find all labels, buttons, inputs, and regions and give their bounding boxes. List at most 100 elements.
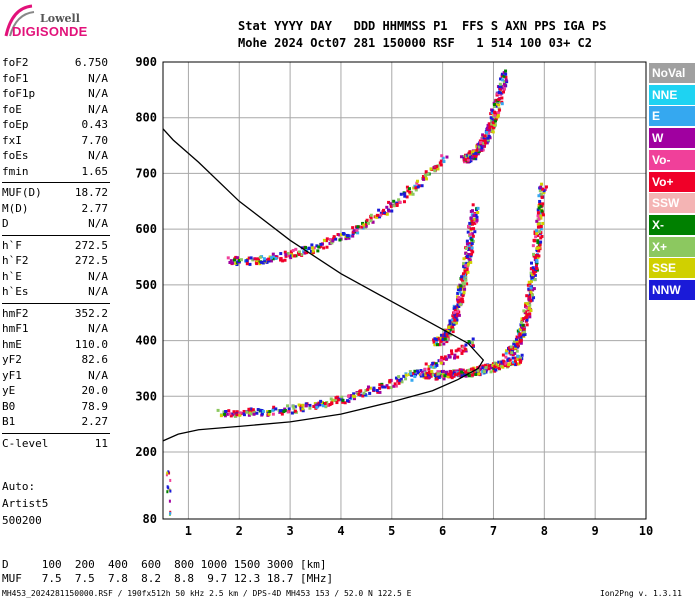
echo-point bbox=[274, 407, 278, 411]
echo-point bbox=[429, 167, 433, 171]
echo-point bbox=[346, 394, 350, 398]
echo-point bbox=[364, 224, 368, 228]
echo-point bbox=[430, 363, 434, 367]
echo-point bbox=[464, 370, 468, 374]
echo-point bbox=[291, 254, 295, 258]
echo-point bbox=[315, 244, 319, 248]
echo-point bbox=[265, 260, 269, 264]
echo-point bbox=[469, 252, 473, 256]
echo-point bbox=[539, 204, 543, 208]
echo-point bbox=[415, 181, 419, 185]
echo-point bbox=[517, 335, 521, 339]
echo-point bbox=[485, 141, 489, 145]
echo-point bbox=[435, 338, 439, 342]
logo-swoosh bbox=[4, 4, 35, 37]
echo-point bbox=[515, 349, 519, 353]
echo-point bbox=[477, 372, 481, 376]
echo-point bbox=[382, 208, 386, 212]
param-row: h`F 272.5 bbox=[2, 239, 110, 254]
echo-point bbox=[491, 109, 495, 113]
echo-point bbox=[372, 386, 376, 390]
echo-point bbox=[536, 222, 540, 226]
echo-point bbox=[433, 169, 437, 173]
echo-point bbox=[447, 326, 451, 330]
echo-point bbox=[453, 320, 457, 324]
echo-point bbox=[539, 185, 543, 189]
echo-point bbox=[462, 345, 466, 349]
echo-point bbox=[468, 150, 472, 154]
echo-point bbox=[261, 261, 265, 265]
echo-point bbox=[323, 401, 327, 405]
y-tick-label: 800 bbox=[135, 111, 157, 125]
echo-point bbox=[413, 375, 417, 379]
echo-point bbox=[459, 284, 463, 288]
echo-point bbox=[303, 251, 307, 255]
echo-point bbox=[364, 222, 368, 226]
echo-point bbox=[271, 412, 275, 416]
param-row: foEs N/A bbox=[2, 149, 110, 164]
echo-point bbox=[464, 155, 468, 159]
param-key: h`Es bbox=[2, 285, 29, 298]
echo-point bbox=[457, 313, 461, 317]
echo-point bbox=[497, 360, 501, 364]
echo-point bbox=[531, 244, 535, 248]
param-key: M(D) bbox=[2, 201, 29, 215]
echo-point bbox=[405, 185, 409, 189]
echo-point bbox=[456, 369, 460, 373]
x-tick-label: 9 bbox=[592, 524, 599, 538]
echo-point bbox=[235, 413, 239, 417]
param-value: N/A bbox=[88, 368, 108, 382]
echo-point bbox=[239, 258, 243, 262]
echo-point bbox=[483, 141, 487, 145]
param-value: 2.77 bbox=[81, 201, 109, 215]
echo-point bbox=[423, 367, 427, 371]
echo-point bbox=[483, 134, 487, 138]
echo-point bbox=[328, 242, 332, 246]
param-value: N/A bbox=[88, 87, 108, 100]
echo-point bbox=[471, 250, 475, 254]
echo-point bbox=[430, 370, 434, 374]
echo-point bbox=[465, 282, 469, 286]
echo-point bbox=[445, 155, 449, 159]
echo-point bbox=[419, 374, 423, 378]
echo-point bbox=[528, 295, 532, 299]
echo-point bbox=[431, 361, 435, 365]
legend-item: X- bbox=[649, 214, 695, 235]
echo-point bbox=[304, 246, 308, 250]
echo-point bbox=[511, 346, 515, 350]
echo-point bbox=[493, 361, 497, 365]
echo-point bbox=[427, 367, 431, 371]
echo-point bbox=[535, 219, 539, 223]
echo-point bbox=[338, 238, 342, 242]
echo-point bbox=[404, 373, 408, 377]
param-value: 272.5 bbox=[74, 238, 108, 252]
echo-point bbox=[514, 337, 518, 341]
echo-point bbox=[536, 211, 540, 215]
echo-point bbox=[467, 244, 471, 248]
param-key: yE bbox=[2, 384, 16, 397]
echo-point bbox=[537, 204, 541, 208]
echo-point bbox=[459, 349, 463, 353]
echo-point bbox=[511, 360, 515, 364]
echo-point bbox=[501, 90, 505, 94]
y-tick-label: 300 bbox=[135, 389, 157, 403]
echo-point bbox=[423, 173, 427, 177]
echo-point bbox=[505, 80, 509, 84]
echo-point bbox=[470, 219, 474, 223]
echo-point bbox=[489, 127, 493, 131]
param-value: 2.27 bbox=[81, 415, 109, 428]
echo-point bbox=[380, 382, 384, 386]
echo-point bbox=[169, 511, 172, 515]
echo-point bbox=[514, 359, 518, 363]
param-row: foEp 0.43 bbox=[2, 118, 110, 133]
echo-point bbox=[458, 302, 462, 306]
echo-point bbox=[516, 354, 520, 358]
echo-point bbox=[439, 339, 443, 343]
param-value: N/A bbox=[88, 102, 108, 116]
echo-point bbox=[446, 375, 450, 379]
echo-point bbox=[443, 355, 447, 359]
echo-point bbox=[307, 247, 311, 251]
echo-point bbox=[438, 161, 442, 165]
echo-point bbox=[433, 343, 437, 347]
echo-point bbox=[476, 206, 480, 210]
